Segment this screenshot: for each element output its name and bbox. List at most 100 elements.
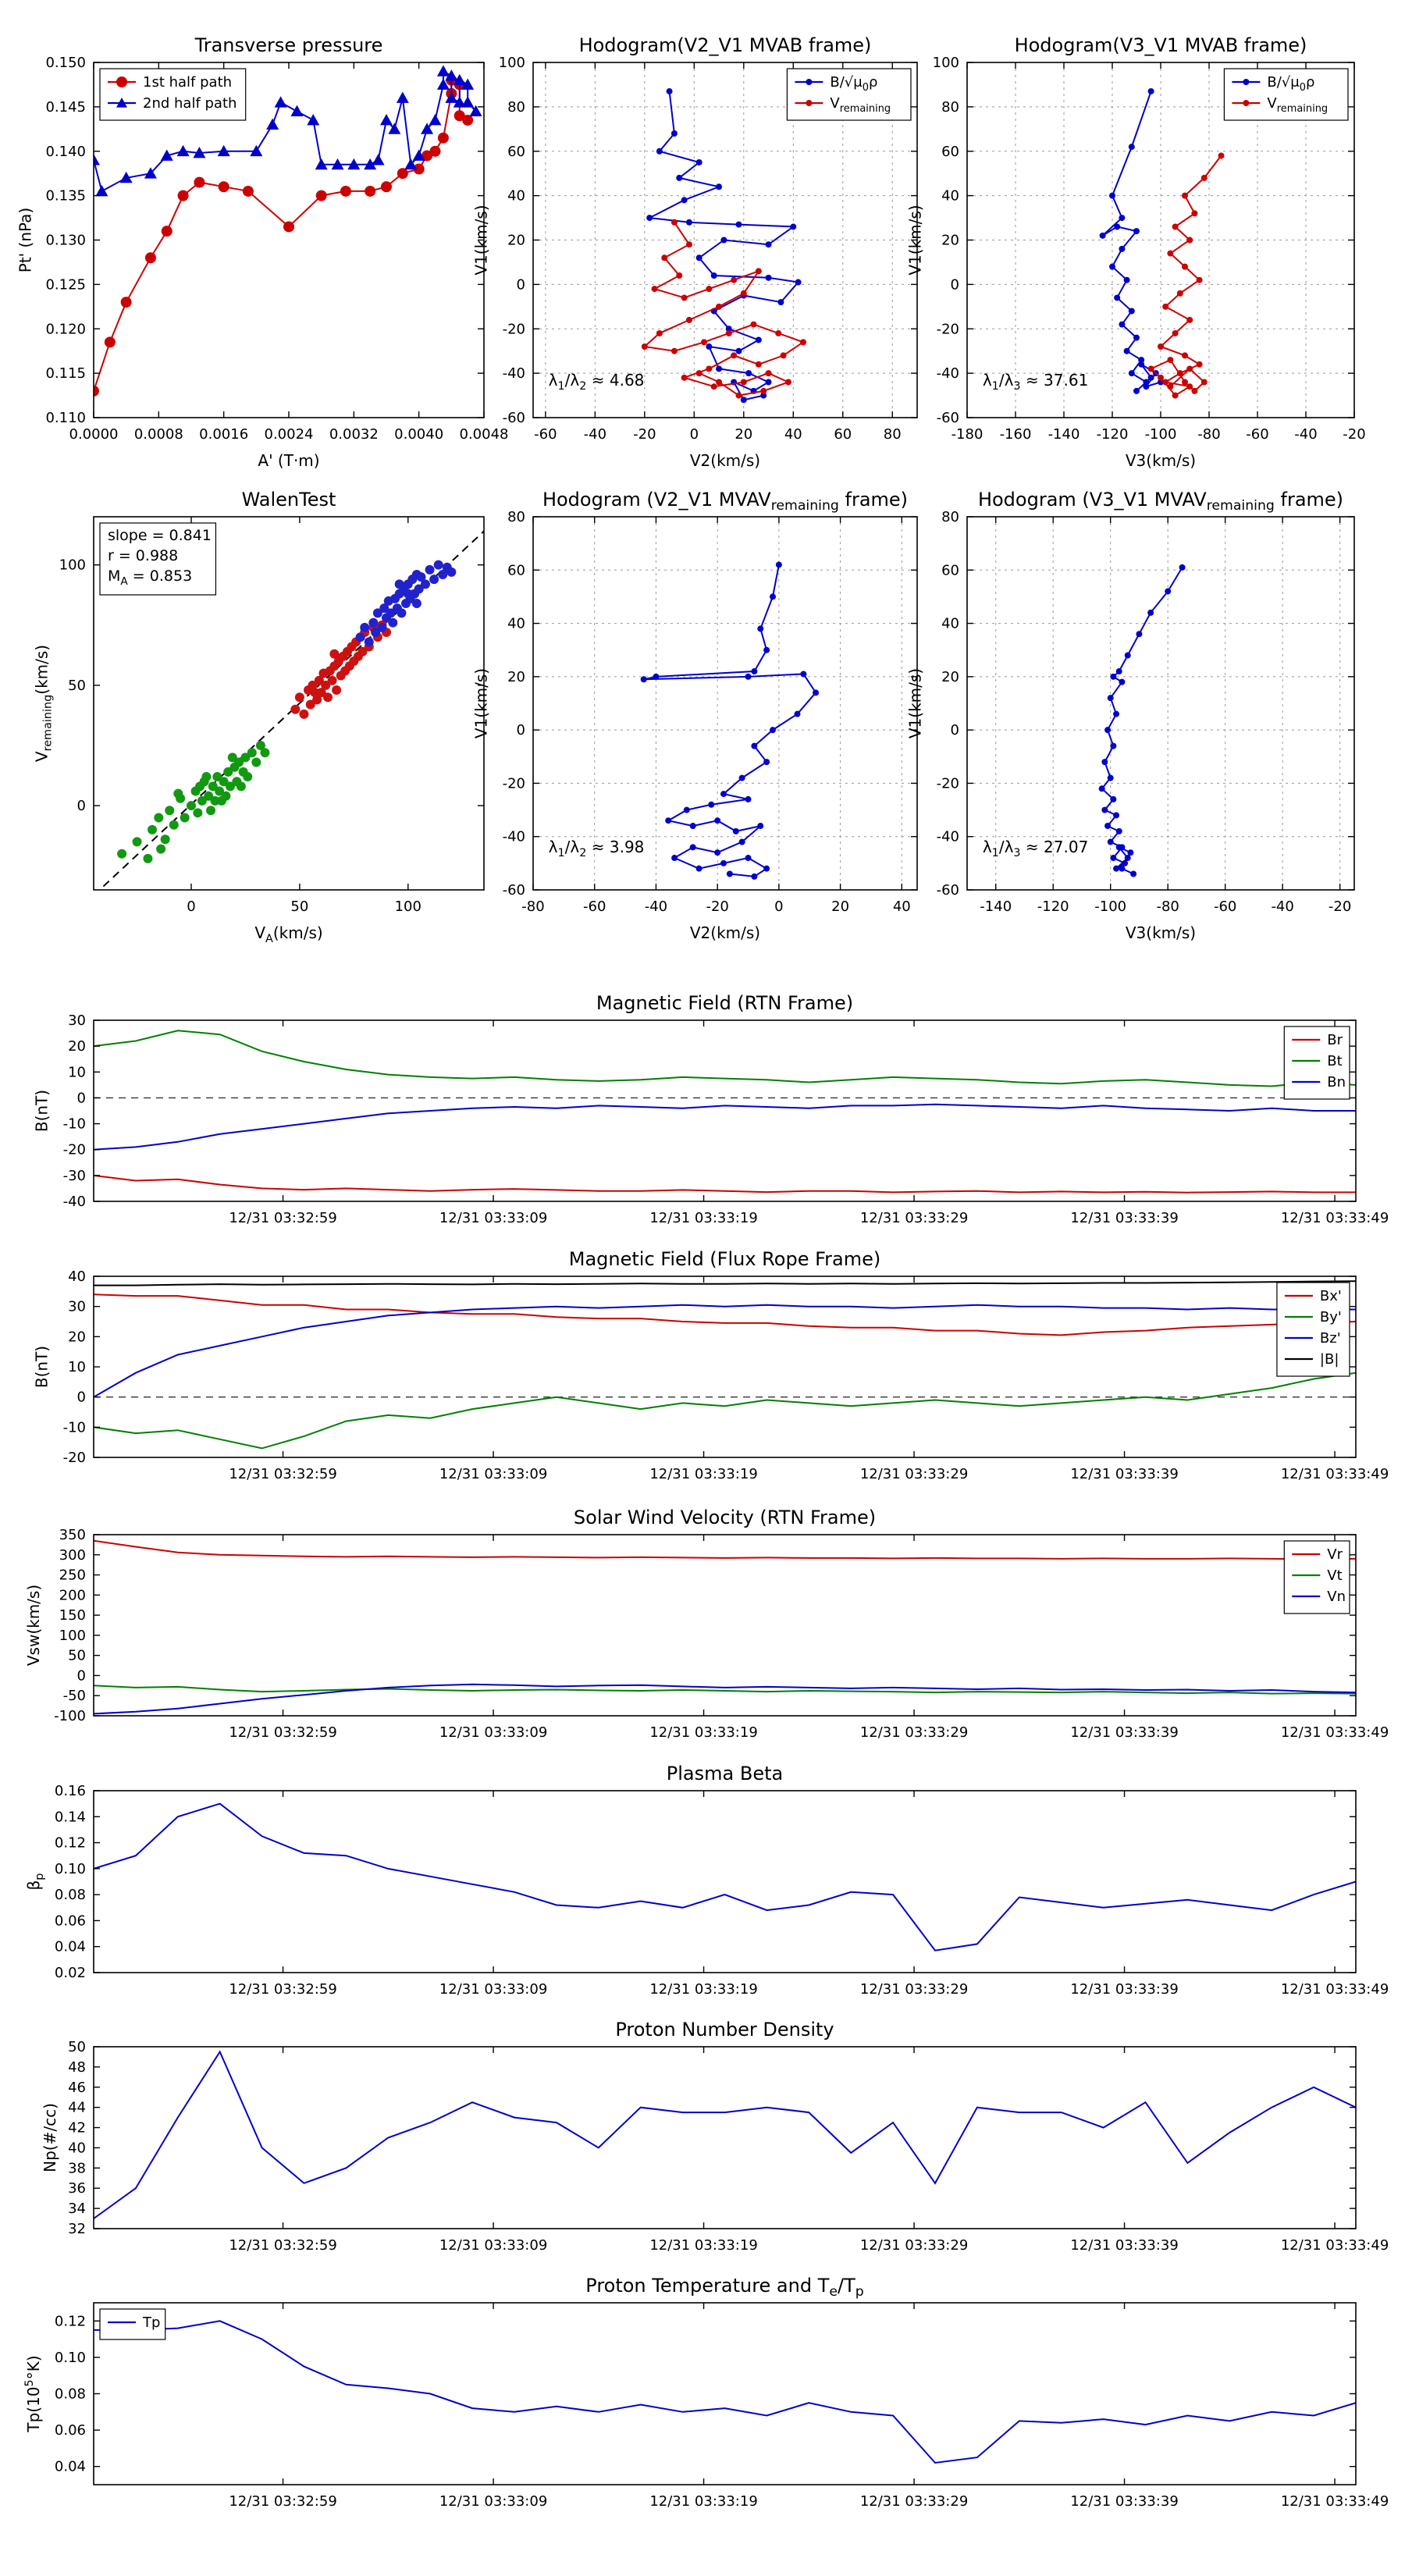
svg-text:12/31 03:33:29: 12/31 03:33:29 [860,1210,968,1226]
svg-text:slope = 0.841: slope = 0.841 [108,527,212,544]
svg-text:-60: -60 [503,410,525,426]
svg-text:12/31 03:33:09: 12/31 03:33:09 [439,1210,547,1226]
svg-text:40: 40 [784,426,802,443]
panel-b_fr: 12/31 03:32:59 12/31 03:33:09 12/31 03:33:… [33,1248,1389,1482]
svg-text:-60: -60 [937,882,959,898]
svg-text:λ1/λ3 ≈ 37.61: λ1/λ3 ≈ 37.61 [983,371,1088,393]
svg-text:34: 34 [68,2201,86,2217]
svg-text:12/31 03:33:09: 12/31 03:33:09 [439,2237,547,2254]
svg-text:0: 0 [517,722,525,738]
svg-text:60: 60 [834,426,852,443]
svg-text:36: 36 [68,2180,86,2197]
svg-text:12/31 03:32:59: 12/31 03:32:59 [229,2237,336,2254]
svg-text:0.10: 0.10 [55,2350,86,2366]
svg-text:0.06: 0.06 [55,2422,86,2439]
svg-text:12/31 03:33:19: 12/31 03:33:19 [649,1466,757,1482]
svg-text:VA(km/s): VA(km/s) [254,923,322,945]
svg-text:-60: -60 [1246,426,1268,443]
svg-text:100: 100 [395,898,422,915]
panel-vsw: 12/31 03:32:59 12/31 03:33:09 12/31 03:33:… [24,1507,1389,1741]
svg-text:40: 40 [507,616,525,632]
svg-text:50: 50 [68,678,86,694]
svg-text:Br: Br [1327,1032,1343,1048]
svg-text:12/31 03:32:59: 12/31 03:32:59 [229,1981,336,1998]
panel-beta: 12/31 03:32:59 12/31 03:33:09 12/31 03:33:… [24,1763,1389,1998]
svg-text:20: 20 [831,898,849,915]
svg-text:20: 20 [68,1329,86,1345]
svg-text:Proton Temperature and Te/Tp: Proton Temperature and Te/Tp [585,2275,863,2300]
svg-text:100: 100 [59,1628,86,1644]
svg-text:80: 80 [884,426,902,443]
svg-text:A' (T·m): A' (T·m) [258,451,319,470]
svg-text:-60: -60 [1214,898,1236,915]
svg-text:By': By' [1320,1309,1342,1325]
svg-text:0: 0 [187,898,195,915]
svg-text:0: 0 [77,798,86,814]
svg-text:Bz': Bz' [1320,1330,1341,1347]
svg-text:12/31 03:33:09: 12/31 03:33:09 [439,1466,547,1482]
svg-text:-40: -40 [937,829,959,845]
svg-text:0.0040: 0.0040 [394,426,443,443]
svg-text:0.120: 0.120 [45,321,86,337]
svg-text:1st half path: 1st half path [143,74,232,91]
svg-text:Vremaining: Vremaining [1267,95,1328,115]
svg-text:Vremaining: Vremaining [830,95,891,115]
svg-text:12/31 03:32:59: 12/31 03:32:59 [229,1466,336,1482]
svg-text:-100: -100 [1145,426,1177,443]
svg-text:0.16: 0.16 [55,1783,86,1799]
svg-text:12/31 03:33:19: 12/31 03:33:19 [649,1724,757,1741]
svg-text:42: 42 [68,2120,86,2137]
svg-text:λ1/λ2 ≈ 3.98: λ1/λ2 ≈ 3.98 [549,838,645,859]
svg-text:-80: -80 [1197,426,1220,443]
svg-text:80: 80 [941,509,959,525]
svg-text:0.110: 0.110 [45,410,86,426]
svg-text:12/31 03:33:49: 12/31 03:33:49 [1281,1981,1389,1998]
svg-text:-120: -120 [1097,426,1129,443]
svg-text:-20: -20 [503,775,525,792]
svg-text:80: 80 [507,509,525,525]
svg-text:V1(km/s): V1(km/s) [906,668,925,738]
svg-text:-40: -40 [503,829,525,845]
panel-np: 12/31 03:32:59 12/31 03:33:09 12/31 03:33:… [41,2019,1389,2254]
svg-text:-40: -40 [1294,426,1317,443]
svg-text:150: 150 [59,1607,86,1624]
svg-text:40: 40 [507,188,525,205]
svg-text:-60: -60 [534,426,557,443]
svg-text:0.135: 0.135 [45,188,86,205]
svg-text:0: 0 [77,1090,86,1106]
svg-text:80: 80 [941,99,959,116]
svg-text:r = 0.988: r = 0.988 [108,547,178,564]
svg-text:0.0024: 0.0024 [265,426,314,443]
svg-text:-20: -20 [633,426,656,443]
svg-text:30: 30 [68,1299,86,1315]
svg-text:Magnetic Field (Flux Rope Fram: Magnetic Field (Flux Rope Frame) [569,1248,880,1270]
svg-text:0: 0 [517,276,525,293]
svg-text:Hodogram (V3_V1 MVAVremaining: Hodogram (V3_V1 MVAVremaining frame) [978,489,1343,514]
svg-text:-20: -20 [63,1142,86,1158]
svg-text:V3(km/s): V3(km/s) [1126,923,1196,942]
svg-text:-10: -10 [63,1419,86,1436]
svg-text:12/31 03:32:59: 12/31 03:32:59 [229,1724,336,1741]
svg-text:B/√μ0ρ: B/√μ0ρ [1267,74,1314,94]
svg-text:-100: -100 [1094,898,1126,915]
svg-text:V1(km/s): V1(km/s) [472,205,491,275]
svg-text:V1(km/s): V1(km/s) [472,668,491,738]
svg-text:20: 20 [735,426,752,443]
svg-text:0.08: 0.08 [55,1887,86,1903]
svg-text:-80: -80 [1156,898,1179,915]
svg-text:0.0048: 0.0048 [460,426,509,443]
svg-text:0.12: 0.12 [55,1835,86,1852]
svg-text:-10: -10 [63,1116,86,1133]
svg-text:Bx': Bx' [1320,1288,1342,1304]
svg-text:Tp(105°K): Tp(105°K) [23,2355,43,2432]
svg-text:12/31 03:33:49: 12/31 03:33:49 [1281,1466,1389,1482]
svg-text:12/31 03:33:39: 12/31 03:33:39 [1070,2237,1178,2254]
svg-text:-40: -40 [645,898,667,915]
svg-text:40: 40 [68,2140,86,2156]
svg-text:12/31 03:33:49: 12/31 03:33:49 [1281,2237,1389,2254]
panel-hodo_v3_mvab: -180 -160 -140 -120 -100 -80 -60 -40 -20 -60 -40 -2… [906,34,1366,470]
svg-text:|B|: |B| [1320,1351,1339,1368]
svg-text:Bt: Bt [1327,1053,1342,1069]
panel-t_pressure: 0.0000 0.0008 0.0016 0.0024 0.0032 0.0040 0.00… [16,34,509,470]
